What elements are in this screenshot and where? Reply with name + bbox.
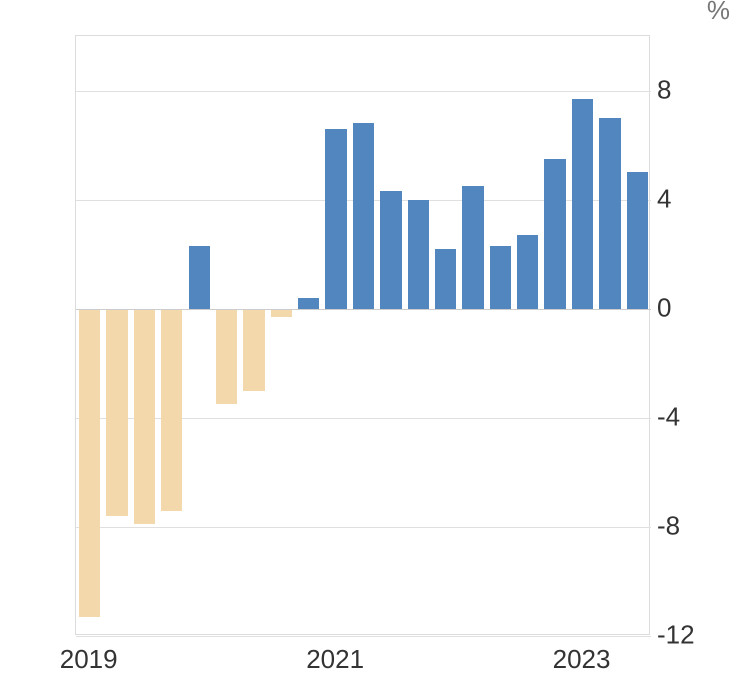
y-axis-unit: %: [707, 0, 730, 26]
x-tick-label: 2023: [553, 644, 611, 675]
y-tick-label: -8: [657, 510, 680, 541]
bar: [298, 298, 319, 309]
gridline: [76, 636, 651, 637]
y-tick-label: 0: [657, 292, 671, 323]
bar: [353, 123, 374, 308]
bar: [79, 309, 100, 617]
bar: [161, 309, 182, 511]
x-tick-label: 2021: [306, 644, 364, 675]
bar: [134, 309, 155, 524]
y-axis: -12-8-4048: [657, 35, 737, 635]
chart-container: [75, 35, 650, 635]
x-axis: 201920212023: [75, 638, 650, 678]
bar: [189, 246, 210, 309]
bar: [325, 129, 346, 309]
bar: [572, 99, 593, 309]
bar: [517, 235, 538, 309]
y-tick-label: 4: [657, 183, 671, 214]
x-tick-label: 2019: [60, 644, 118, 675]
zero-line: [76, 309, 651, 310]
bar: [462, 186, 483, 309]
y-tick-label: 8: [657, 74, 671, 105]
bar: [544, 159, 565, 309]
plot-area: [75, 35, 650, 635]
bars-layer: [76, 36, 651, 636]
bar: [627, 172, 648, 308]
y-tick-label: -4: [657, 401, 680, 432]
bar: [435, 249, 456, 309]
bar: [106, 309, 127, 516]
bar: [408, 200, 429, 309]
bar: [271, 309, 292, 317]
bar: [490, 246, 511, 309]
y-tick-label: -12: [657, 620, 695, 651]
bar: [380, 191, 401, 308]
bar: [216, 309, 237, 404]
bar: [599, 118, 620, 309]
bar: [243, 309, 264, 391]
